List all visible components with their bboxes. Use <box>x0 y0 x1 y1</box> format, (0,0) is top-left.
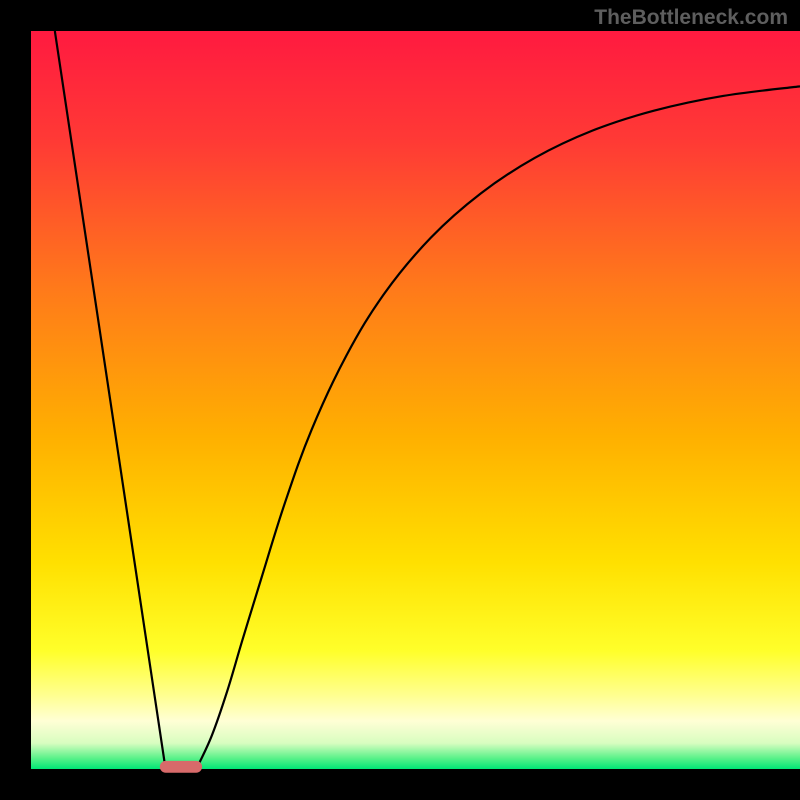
gradient-background <box>31 31 800 769</box>
watermark-text: TheBottleneck.com <box>594 6 788 30</box>
bottleneck-chart <box>0 0 800 800</box>
optimal-point-marker <box>160 761 202 773</box>
chart-container: TheBottleneck.com <box>0 0 800 800</box>
